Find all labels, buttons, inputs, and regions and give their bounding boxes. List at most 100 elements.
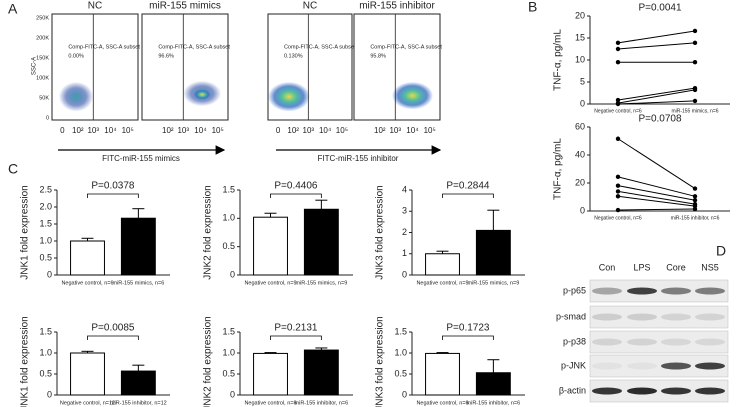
x-tick-label: 10² xyxy=(374,126,386,135)
bar xyxy=(475,372,511,396)
point xyxy=(692,206,698,212)
x-tick-label: 0 xyxy=(276,126,281,135)
gate-label: Comp-FITC-A, SSC-A subset xyxy=(158,44,230,50)
x-tick-label: 10³ xyxy=(303,126,315,135)
y-axis-label: JNK2 fold expression xyxy=(203,316,214,407)
x-tick-label: miR-155 inhibitor, n=6 xyxy=(295,400,349,406)
column-label: Con xyxy=(599,262,616,272)
bar xyxy=(253,352,288,396)
blot-band xyxy=(661,387,691,395)
gate-percent: 0.130% xyxy=(284,53,303,59)
y-tick-label: 0.5 xyxy=(222,368,235,378)
x-tick-label: 10³ xyxy=(389,126,401,135)
p-value: P=0.0085 xyxy=(91,323,135,334)
y-axis-label: TNF-α, pg/mL xyxy=(553,138,564,200)
column-label: Core xyxy=(666,262,686,272)
blot-strip xyxy=(589,305,729,329)
y-axis-label: JNK1 fold expression xyxy=(20,185,31,280)
x-tick-label: Negative control, n=6 xyxy=(61,280,113,286)
point xyxy=(615,97,621,103)
significance-bracket xyxy=(442,193,494,198)
point xyxy=(692,87,698,93)
row-label: p-JNK xyxy=(561,360,586,370)
pair-line xyxy=(617,87,696,101)
point xyxy=(692,60,698,65)
point xyxy=(615,60,621,65)
blot-band xyxy=(592,313,622,321)
blot-band xyxy=(661,287,691,295)
y-tick-label: 0.5 xyxy=(222,241,235,251)
p-value: P=0.0708 xyxy=(638,114,682,125)
bar xyxy=(303,208,339,276)
bar xyxy=(70,352,105,396)
x-tick-label: 10² xyxy=(162,126,174,135)
blot-band xyxy=(627,313,657,321)
y-tick-label: 2.0 xyxy=(39,201,52,211)
y-axis-label: JNK1 fold expression xyxy=(20,316,31,407)
y-tick-label: 0 xyxy=(47,269,52,279)
x-tick-label: miR-155 mimics, n=6 xyxy=(112,280,164,286)
bar xyxy=(425,352,460,396)
p-value: P=0.0378 xyxy=(91,181,135,192)
bar xyxy=(120,217,156,276)
x-tick-label: miR-155 mimics, n=9 xyxy=(467,280,519,286)
y-tick-label: 0 xyxy=(580,98,585,108)
point xyxy=(615,46,621,52)
blot-band xyxy=(695,362,725,370)
y-tick-label: 10 xyxy=(575,54,585,64)
x-tick-label: 10³ xyxy=(177,126,189,135)
y-tick-label: 1.0 xyxy=(39,235,52,245)
y-tick-label: 0 xyxy=(230,389,235,399)
x-tick-label: 10⁵ xyxy=(336,126,348,135)
y-tick-label: 50K xyxy=(39,95,49,101)
blot-band xyxy=(661,362,691,370)
cell-cloud xyxy=(391,81,434,110)
point xyxy=(615,207,621,213)
flow-panel: NC Comp-FITC-A, SSC-A subset 0.00% 0 10² 10³ 1… xyxy=(51,1,140,135)
chart: 0 0.5 1.0 1.5 2.0 2.5 JNK1 fold expression Nega… xyxy=(20,181,170,286)
bar xyxy=(303,349,339,396)
point xyxy=(615,40,621,46)
blot-band xyxy=(661,338,691,346)
point xyxy=(615,183,621,188)
blot-band xyxy=(627,287,657,295)
blot-band xyxy=(661,313,691,321)
y-tick-label: 1.5 xyxy=(394,326,407,336)
x-tick-label: miR-155 mimics, n=9 xyxy=(295,280,347,286)
y-tick-label: 1.5 xyxy=(222,184,235,194)
y-axis-label: JNK2 fold expression xyxy=(203,185,214,280)
y-tick-label: 0 xyxy=(402,269,407,279)
y-tick-label: 0 xyxy=(402,389,407,399)
pair-line xyxy=(617,185,696,201)
point xyxy=(692,40,698,46)
point xyxy=(692,28,698,34)
chart: 0 20 40 60 TNF-α, pg/mL Negative control, n=6… xyxy=(553,114,730,221)
chart: 0 0.5 1.0 1.5 JNK1 fold expression Negative c… xyxy=(20,316,170,407)
flow-title: NC xyxy=(303,1,317,12)
pair-line xyxy=(617,100,696,105)
y-tick-label: 0.5 xyxy=(39,252,52,262)
panel-label: A xyxy=(8,1,18,17)
blot-band xyxy=(592,287,622,295)
point xyxy=(692,186,698,191)
x-tick-label: miR-155 mimics, n=6 xyxy=(671,108,718,114)
bar xyxy=(425,253,460,276)
flow-panel: miR-155 inhibitor Comp-FITC-A, SSC-A subs… xyxy=(353,1,442,135)
x-tick-label: 10² xyxy=(72,126,84,135)
y-tick-label: 5 xyxy=(580,76,585,86)
x-tick-label: miR-155 inhibitor, n=6 xyxy=(671,215,720,221)
y-tick-label: 0 xyxy=(580,205,585,215)
blot-strip xyxy=(589,379,729,403)
blot-band xyxy=(627,338,657,346)
point xyxy=(615,136,621,141)
flow-plot-frame xyxy=(141,13,229,121)
blot-band xyxy=(592,362,622,370)
y-tick-label: 20 xyxy=(575,177,585,187)
pair-line xyxy=(617,190,696,205)
p-value: P=0.0041 xyxy=(638,3,682,14)
y-tick-label: 2 xyxy=(402,227,407,237)
x-tick-label: 10⁵ xyxy=(424,126,436,135)
y-tick-label: 1.5 xyxy=(222,326,235,336)
y-tick-label: 20 xyxy=(575,10,585,20)
x-tick-label: 0 xyxy=(60,126,65,135)
